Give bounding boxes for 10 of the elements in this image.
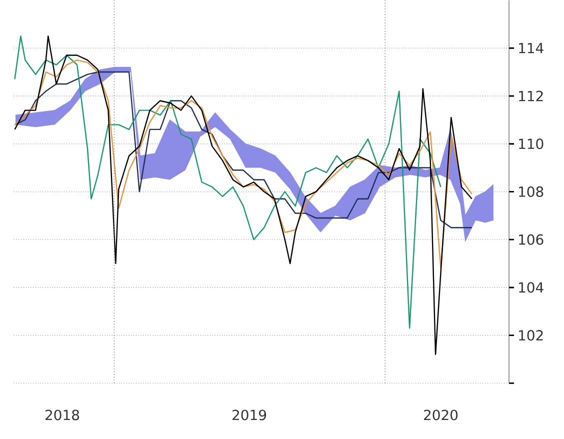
y-tick-label: 104 xyxy=(519,282,544,293)
y-tick-label: 110 xyxy=(519,138,544,150)
x-tick-label: 2020 xyxy=(424,410,458,420)
y-tick-label: 108 xyxy=(519,186,544,197)
y-tick-label: 106 xyxy=(519,234,544,245)
x-tick-label: 2019 xyxy=(232,410,266,420)
y-tick-label: 114 xyxy=(519,42,544,54)
y-tick-label: 112 xyxy=(519,90,543,102)
y-tick-label: 102 xyxy=(519,330,543,340)
x-tick-label: 2018 xyxy=(46,410,80,420)
